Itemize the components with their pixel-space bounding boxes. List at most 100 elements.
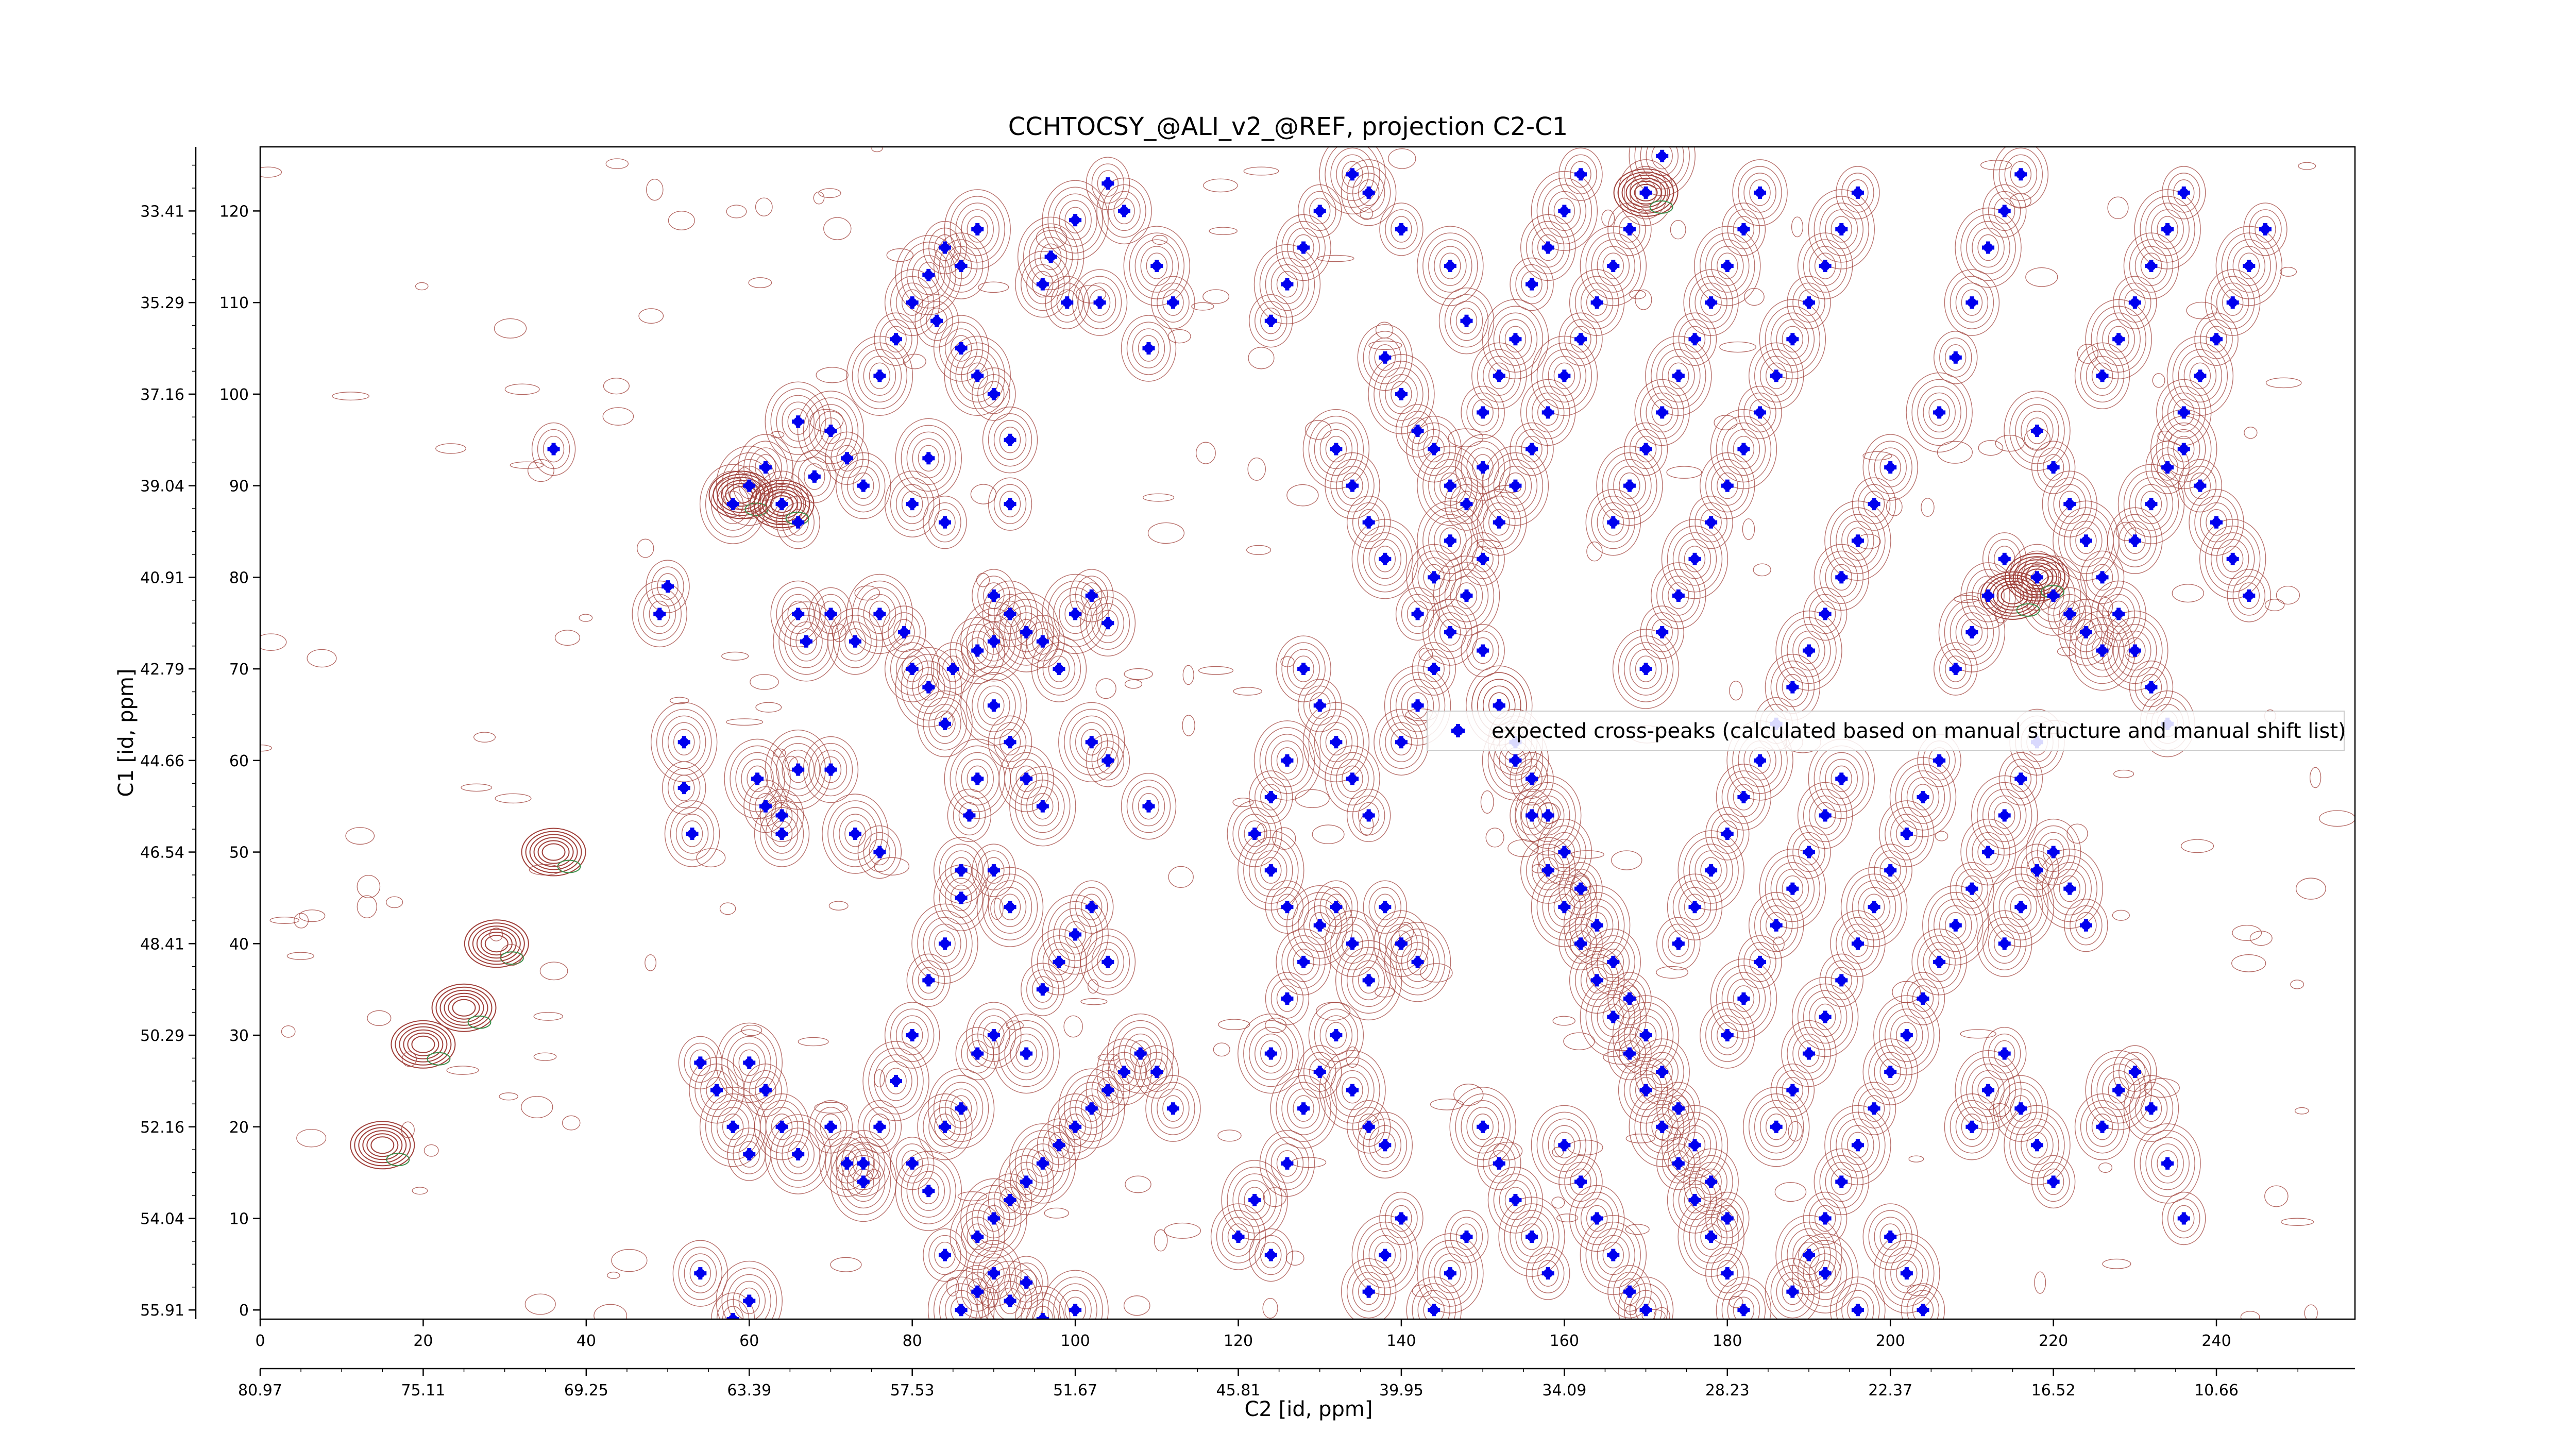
contour-ring [1341,159,1397,226]
contour-ring [993,1013,1060,1094]
cross-peak-marker [1444,1267,1456,1280]
cross-peak-marker [890,1074,903,1087]
cross-peak-marker [1281,992,1294,1005]
contour-ring [667,768,701,808]
contour-ring [1862,434,1918,501]
cross-peak-marker [1639,1084,1652,1097]
contour-ring [1938,592,2006,672]
noise-contour [1312,824,1345,844]
cross-peak-marker [1313,699,1326,712]
cross-peak-marker [824,424,837,437]
contour-ring [1705,1008,1750,1062]
contour-ring [1417,226,1484,306]
y-ppm-tick-label: 44.66 [140,752,184,770]
noise-contour [1232,798,1254,807]
contour-ring [901,425,957,492]
contour-ring [1293,949,1314,975]
contour-ring [906,431,951,485]
contour-ring [1705,239,1750,293]
noise-contour [260,633,287,651]
contour-ring [1089,289,1111,316]
contour-ring [637,587,682,641]
cross-peak-marker [2128,644,2141,657]
contour-ring [2009,397,2065,464]
noise-contour [1167,329,1191,344]
noise-contour [867,1169,881,1180]
noise-contour [726,205,747,218]
noise-contour [1430,1098,1464,1110]
contour-ring [937,649,970,689]
contour-ring [1536,342,1592,410]
cross-peak-marker [1493,369,1505,382]
contour-ring [1091,740,1125,781]
contour-ring [1710,958,1777,1039]
cross-peak-marker [1819,1212,1832,1225]
cross-peak-marker [2112,1084,2125,1097]
contour-ring [1422,232,1478,299]
cross-peak-marker [1721,1267,1734,1280]
contour-ring [1879,454,1901,481]
cross-peak-marker [1721,1212,1734,1225]
contour-ring [1363,880,1407,934]
cross-peak-marker [2177,406,2190,419]
contour-ring [1276,1075,1331,1142]
contour-ring [2194,496,2239,549]
x-ppm-tick-label: 80.97 [238,1381,282,1400]
contour-ring [1112,1020,1168,1087]
cross-peak-marker [857,1175,870,1188]
noise-contour [2009,193,2031,209]
contour-ring [1302,409,1370,490]
contour-ring [999,894,1021,920]
contour-ring [1846,873,1902,940]
contour-ring [1570,161,1591,188]
contour-ring [1406,544,1462,611]
contour-ring [1536,1111,1592,1179]
y-index-tick-label: 110 [219,294,249,312]
contour-ring [950,1203,1005,1270]
y-ppm-tick-label: 40.91 [140,569,184,587]
noise-contour [645,954,657,971]
cross-peak-marker [1362,809,1375,822]
cross-peak-marker [1574,1175,1587,1188]
contour-ring [890,477,935,531]
contour-ring [2016,562,2057,593]
contour-ring [716,484,750,524]
contour-ring [1227,1223,1249,1250]
x-ppm-tick-label: 28.23 [1705,1381,1750,1400]
contour-ring [403,1029,444,1059]
x-index-tick-label: 100 [1060,1332,1090,1350]
contour-ring [1439,619,1461,646]
noise-contour [978,281,1009,293]
contour-ring [1580,226,1647,306]
cross-peak-marker [1004,498,1016,511]
cross-peak-marker [1917,992,1929,1005]
noise-contour [539,962,568,981]
contour-ring [733,1280,766,1319]
contour-ring [1961,875,1983,902]
contour-ring [1070,880,1114,934]
contour-ring [1781,617,1837,684]
contour-ring [1493,1173,1538,1227]
cross-peak-marker [1477,461,1489,474]
contour-ring [1668,1095,1689,1122]
cross-peak-marker [1085,589,1098,602]
cross-peak-marker [2210,516,2223,529]
cross-peak-marker [2145,1102,2158,1115]
cross-peak-marker [1590,974,1603,987]
noise-contour [1213,1042,1230,1057]
contour-ring [1580,1215,1647,1295]
cross-peak-marker [1982,846,1995,858]
contour-ring [1319,147,1386,214]
contour-ring [1640,385,1684,440]
contour-ring [2009,1111,2065,1179]
cross-peak-marker [1802,296,1815,309]
cross-peak-marker [938,241,951,254]
contour-ring [1895,764,1951,831]
contour-ring [1021,779,1065,833]
contour-ring [1238,1013,1304,1094]
contour-ring [1960,818,2016,886]
contour-ring [1602,1241,1624,1269]
contour-ring [1717,1022,1738,1049]
contour-ring [1417,445,1484,526]
contour-ring [1281,221,1326,275]
